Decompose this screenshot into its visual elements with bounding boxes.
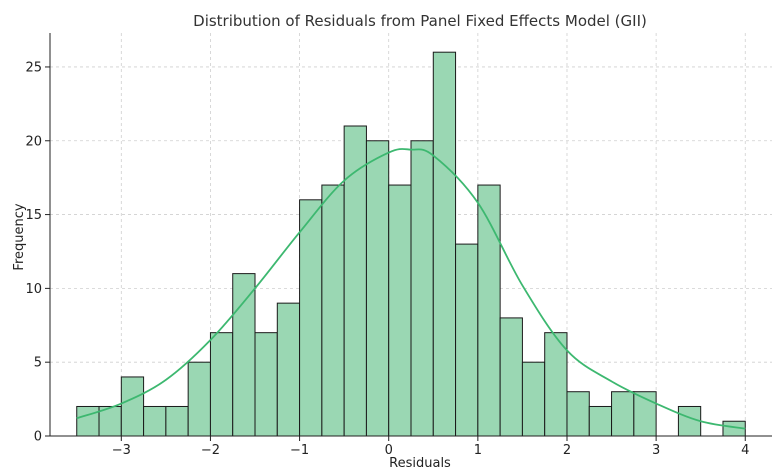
x-tick-label-3: 0	[385, 443, 393, 458]
y-axis-label: Frequency	[12, 203, 27, 270]
y-tick-label-5: 25	[25, 60, 42, 75]
y-tick-label-0: 0	[34, 430, 42, 445]
x-tick-label-7: 4	[741, 443, 749, 458]
y-tick-label-1: 5	[34, 356, 42, 371]
x-axis-label: Residuals	[389, 456, 451, 469]
chart-title: Distribution of Residuals from Panel Fix…	[193, 12, 647, 30]
histogram-bar-22	[566, 391, 590, 437]
histogram-bar-0	[76, 405, 100, 437]
histogram-bar-13	[365, 140, 390, 437]
histogram-bar-17	[455, 243, 479, 437]
histogram-bar-11	[321, 184, 345, 437]
histogram-bar-20	[521, 361, 546, 437]
histogram-bar-3	[143, 405, 167, 437]
x-tick-label-0: −3	[112, 443, 131, 458]
histogram-bar-24	[611, 391, 635, 437]
histogram-bars	[76, 51, 746, 437]
histogram-bar-9	[276, 302, 301, 437]
histogram-bar-14	[388, 184, 412, 437]
kde-curve	[76, 148, 746, 430]
histogram-bar-4	[165, 405, 189, 437]
histogram-bar-27	[677, 405, 702, 437]
x-tick-label-1: −2	[201, 443, 220, 458]
histogram-bar-21	[544, 332, 568, 437]
histogram-bar-7	[232, 273, 256, 437]
histogram-bar-2	[120, 376, 145, 437]
histogram-bar-19	[499, 317, 523, 437]
x-tick-label-2: −1	[290, 443, 309, 458]
x-tick-label-6: 3	[652, 443, 660, 458]
x-tick-label-4: 1	[474, 443, 482, 458]
tick-labels: −3 −2 −1 0 1 2 3 4 0 5 10 15 20 25	[25, 60, 749, 458]
y-tick-label-3: 15	[25, 208, 42, 223]
y-tick-label-4: 20	[25, 134, 42, 149]
histogram-bar-6	[209, 332, 234, 437]
histogram-bar-10	[299, 199, 323, 437]
axes	[45, 33, 772, 441]
histogram-bar-23	[588, 405, 613, 437]
histogram-bar-16	[432, 51, 457, 437]
histogram-bar-5	[187, 361, 211, 437]
x-tick-label-5: 2	[563, 443, 571, 458]
histogram-bar-8	[254, 332, 278, 437]
histogram-bar-15	[410, 140, 434, 437]
kde-curve-layer	[76, 148, 746, 430]
y-tick-label-2: 10	[25, 282, 42, 297]
